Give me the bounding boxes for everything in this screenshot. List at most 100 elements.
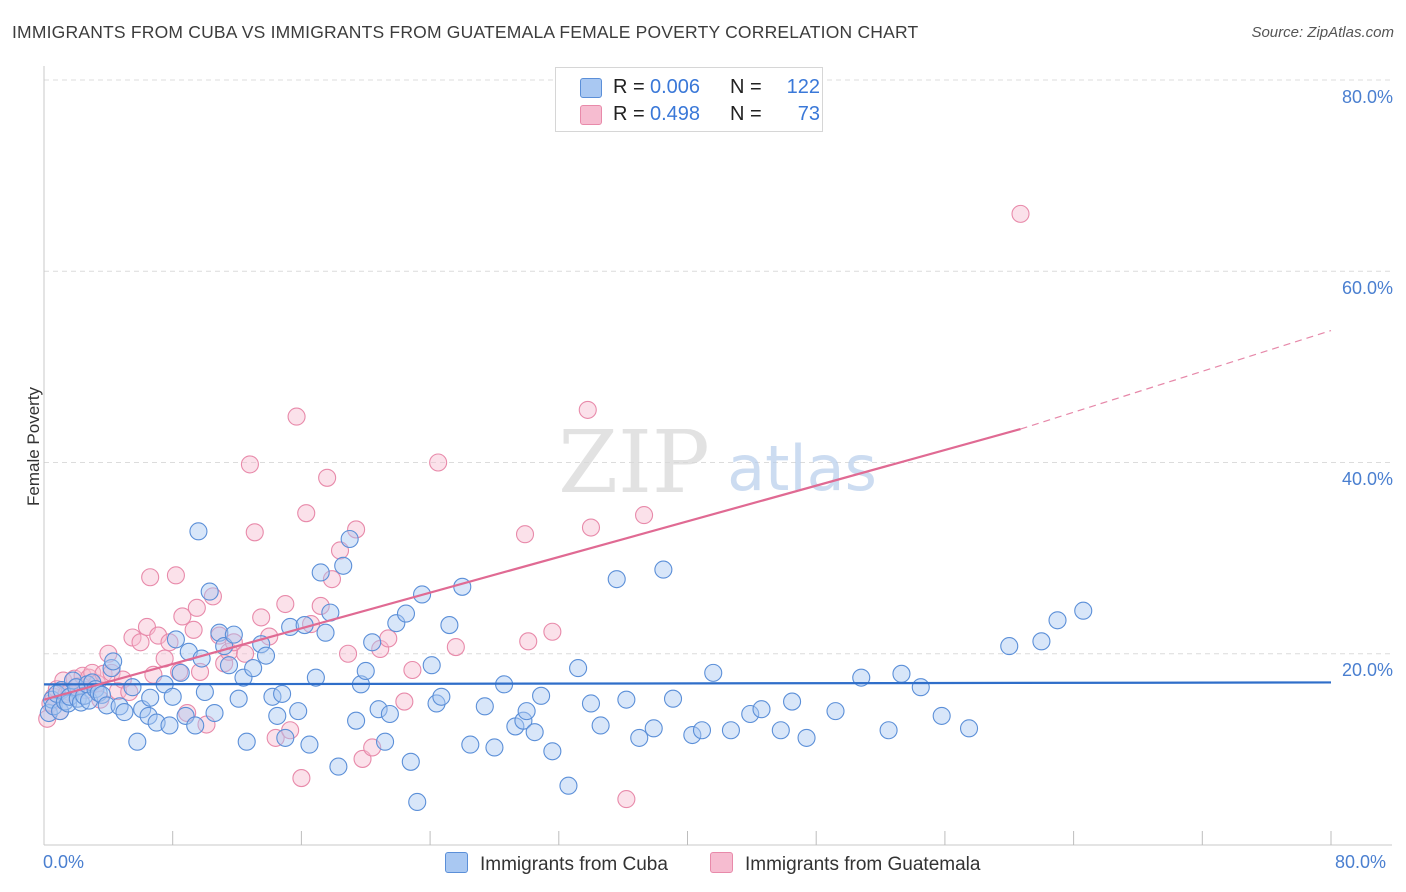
cuba-point: [826, 702, 845, 721]
guatemala-point: [403, 660, 422, 680]
legend-n-value: 122: [786, 76, 820, 98]
legend-item-guatemala: Immigrants from Guatemala: [710, 852, 980, 876]
guatemala-point: [236, 644, 255, 663]
cuba-point: [316, 623, 335, 642]
cuba-point: [110, 697, 129, 716]
y-tick-label: 80.0%: [1341, 87, 1393, 107]
cuba-point: [380, 704, 399, 724]
legend-item-cuba: Immigrants from Cuba: [445, 852, 668, 876]
cuba-point: [200, 582, 219, 601]
guatemala-point: [578, 400, 597, 419]
cuba-point: [163, 687, 182, 706]
guatemala-point: [131, 633, 150, 652]
cuba-point: [123, 678, 142, 697]
guatemala-swatch: [710, 852, 733, 873]
cuba-point: [1032, 632, 1051, 651]
cuba-point: [741, 704, 760, 724]
cuba-point: [591, 716, 610, 735]
cuba-point: [334, 556, 353, 575]
cuba-point: [219, 656, 239, 675]
cuba-point: [879, 721, 898, 740]
cuba-point: [475, 697, 494, 716]
legend-n-label: N =: [730, 76, 762, 98]
cuba-point: [205, 703, 224, 723]
cuba-point: [268, 706, 287, 725]
x-tick-label: 80.0%: [1335, 852, 1387, 872]
legend-label-cuba: Immigrants from Cuba: [480, 854, 668, 875]
cuba-point: [300, 735, 319, 754]
cuba-trend-line: [43, 681, 1332, 686]
guatemala-point: [635, 506, 654, 525]
guatemala-point: [515, 525, 535, 544]
cuba-point: [752, 700, 771, 719]
cuba-point: [783, 692, 802, 711]
cuba-point: [210, 623, 229, 642]
guatemala-point: [347, 520, 366, 539]
cuba-point: [311, 563, 330, 582]
cuba-point: [654, 560, 673, 579]
cuba-point: [141, 688, 160, 707]
cuba-point: [453, 577, 472, 596]
guatemala-point: [266, 728, 285, 747]
cuba-point: [166, 630, 185, 649]
cuba-point: [128, 732, 147, 751]
legend-n-label: N =: [730, 103, 762, 125]
cuba-point: [771, 721, 790, 740]
guatemala-point: [252, 608, 271, 627]
cuba-point: [559, 776, 578, 795]
guatemala-point: [245, 523, 264, 542]
guatemala-point: [187, 598, 206, 617]
cuba-point: [189, 522, 208, 541]
cuba-point: [525, 723, 544, 742]
y-tick-label: 40.0%: [1341, 469, 1393, 489]
guatemala-point: [166, 566, 185, 585]
cuba-point: [376, 732, 395, 751]
cuba-point: [401, 752, 420, 771]
guatemala-point: [1011, 204, 1030, 223]
cuba-point: [256, 646, 276, 665]
cuba-point: [306, 668, 325, 687]
guatemala-point: [297, 504, 316, 523]
legend-r-label: R =: [613, 76, 645, 98]
cuba-point: [59, 694, 78, 713]
cuba-point: [911, 678, 930, 697]
cuba-swatch: [580, 78, 602, 98]
legend-r-value: 0.006: [650, 76, 701, 98]
guatemala-point: [203, 587, 222, 606]
guatemala-point: [379, 629, 398, 648]
guatemala-swatch: [580, 105, 602, 125]
cuba-point: [92, 685, 111, 704]
cuba-point: [440, 616, 459, 635]
cuba-point: [229, 689, 248, 708]
cuba-point: [630, 728, 649, 747]
cuba-point: [273, 684, 292, 703]
cuba-point: [432, 687, 451, 706]
cuba-point: [1000, 637, 1019, 656]
guatemala-point: [581, 518, 601, 537]
cuba-point: [692, 721, 712, 740]
cuba-point: [234, 668, 253, 687]
cuba-point: [663, 689, 683, 708]
guatemala-point: [429, 453, 448, 472]
y-tick-label: 20.0%: [1341, 660, 1393, 680]
watermark-atlas: atlas: [727, 432, 877, 505]
guatemala-point: [318, 468, 337, 487]
guatemala-point: [287, 407, 306, 426]
cuba-point: [104, 652, 123, 671]
cuba-point: [347, 711, 366, 730]
cuba-point: [115, 703, 134, 722]
cuba-point: [369, 700, 388, 719]
guatemala-trend-line: [43, 427, 1021, 701]
cuba-point: [97, 696, 116, 715]
cuba-point: [959, 719, 979, 738]
axes: [43, 66, 1392, 846]
cuba-point: [683, 725, 702, 745]
guatemala-point: [292, 769, 311, 788]
x-tick-label: 0.0%: [43, 852, 85, 872]
cuba-point: [1048, 611, 1067, 630]
guatemala-point: [311, 596, 330, 615]
source-label: Source: ZipAtlas.com: [1251, 24, 1394, 41]
cuba-point: [340, 529, 359, 549]
cuba-point: [289, 702, 308, 721]
